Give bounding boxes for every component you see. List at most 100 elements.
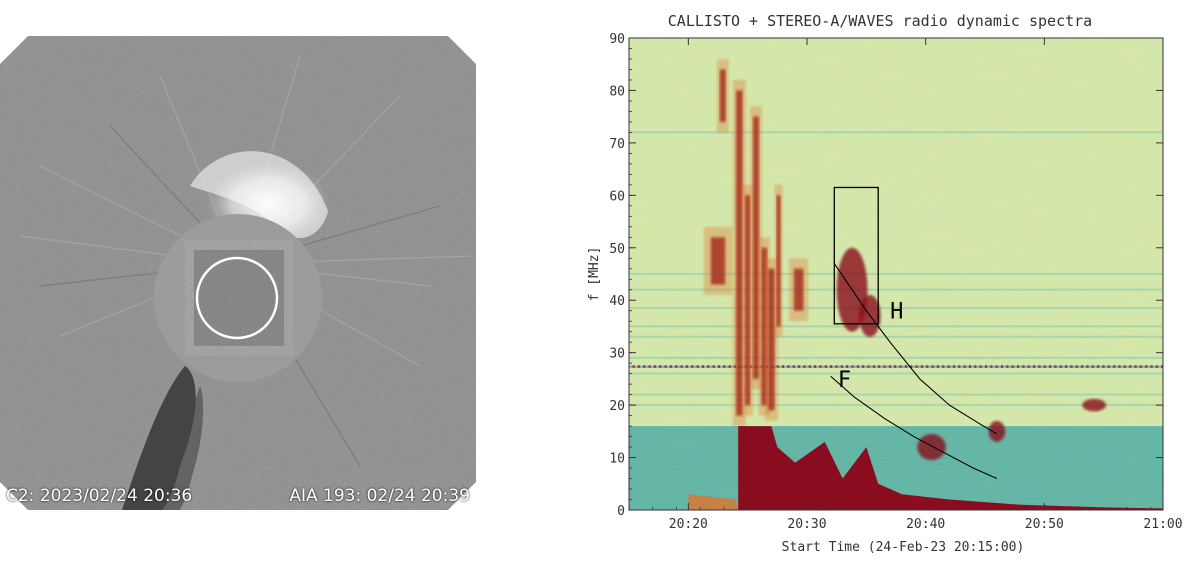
rfi-dot xyxy=(846,365,849,368)
rfi-dot xyxy=(803,365,806,368)
y-tick-label: 60 xyxy=(609,189,625,204)
rfi-dot xyxy=(653,365,656,368)
rfi-dot xyxy=(1011,365,1014,368)
harmonic-label: H xyxy=(890,300,903,325)
rfi-dot xyxy=(1134,365,1137,368)
rfi-dot xyxy=(1022,365,1025,368)
rfi-dot xyxy=(1038,365,1041,368)
solar-limb-circle xyxy=(195,256,279,340)
rfi-dot xyxy=(675,365,678,368)
x-tick-label: 21:00 xyxy=(1143,517,1182,532)
rfi-dot xyxy=(931,365,934,368)
interference-stripe xyxy=(629,372,1163,375)
coronagraph-graphic xyxy=(0,36,476,510)
rfi-dot xyxy=(685,365,688,368)
rfi-dot xyxy=(1049,365,1052,368)
rfi-dot xyxy=(878,365,881,368)
rfi-dot xyxy=(963,365,966,368)
rfi-dot xyxy=(691,365,694,368)
rfi-dot xyxy=(851,365,854,368)
x-tick-label: 20:20 xyxy=(669,517,708,532)
rfi-dot xyxy=(856,365,859,368)
rfi-dot xyxy=(883,365,886,368)
rfi-dot xyxy=(840,365,843,368)
rfi-dot xyxy=(958,365,961,368)
rfi-dot xyxy=(1123,365,1126,368)
x-axis-label: Start Time (24-Feb-23 20:15:00) xyxy=(782,540,1025,555)
rfi-dot xyxy=(985,365,987,368)
x-tick-label: 20:30 xyxy=(787,517,826,532)
rfi-dot xyxy=(1161,365,1163,368)
fundamental-label: F xyxy=(838,368,851,393)
rfi-dot xyxy=(696,365,699,368)
rfi-dot xyxy=(819,365,822,368)
type-ii-emission xyxy=(917,433,946,461)
rfi-dot xyxy=(728,365,731,368)
y-tick-label: 50 xyxy=(609,242,625,257)
rfi-dot xyxy=(894,365,897,368)
rfi-dot xyxy=(990,365,993,368)
rfi-dot xyxy=(1059,365,1062,368)
rfi-dot xyxy=(680,365,683,368)
y-tick-label: 30 xyxy=(609,347,625,362)
rfi-dot xyxy=(1070,365,1073,368)
rfi-dot xyxy=(974,365,977,368)
y-tick-label: 90 xyxy=(609,32,625,47)
x-tick-label: 20:40 xyxy=(906,517,945,532)
rfi-dot xyxy=(920,365,923,368)
rfi-dot xyxy=(814,365,817,368)
rfi-dot xyxy=(1033,365,1036,368)
spectrum-axes: H F 0 10 20 30 40 50 60 70 80 90 20:20 20:30 20:40 20:5… xyxy=(609,32,1182,532)
rfi-dot xyxy=(787,365,790,368)
rfi-dot xyxy=(1001,365,1004,368)
chart-title: CALLISTO + STEREO-A/WAVES radio dynamic … xyxy=(668,12,1092,30)
rfi-dot xyxy=(1139,365,1142,368)
rfi-dot xyxy=(910,365,913,368)
rfi-dot xyxy=(1113,365,1116,368)
rfi-dot xyxy=(824,365,827,368)
type-ii-emission xyxy=(988,420,1006,442)
rfi-dot xyxy=(835,365,838,368)
rfi-dot xyxy=(648,365,651,368)
y-tick-label: 40 xyxy=(609,294,625,309)
rfi-dot xyxy=(862,365,865,368)
rfi-dot xyxy=(872,365,875,368)
interference-stripe xyxy=(629,325,1163,328)
rfi-dot xyxy=(942,365,945,368)
interference-stripe xyxy=(629,393,1163,396)
fundamental-fit-curve xyxy=(830,375,998,480)
rfi-dot xyxy=(1155,365,1158,368)
rfi-dot xyxy=(979,365,982,368)
rfi-dot xyxy=(1091,365,1094,368)
rfi-dot xyxy=(1017,365,1020,368)
rfi-dot xyxy=(926,365,929,368)
lf-burst-region xyxy=(738,426,1163,510)
rfi-dot xyxy=(1097,365,1100,368)
rfi-dot xyxy=(1043,365,1046,368)
aia-timestamp-label: AIA 193: 02/24 20:39 xyxy=(289,486,470,506)
y-tick-label: 10 xyxy=(609,452,625,467)
rfi-dot xyxy=(798,365,801,368)
interference-stripe xyxy=(629,131,1163,134)
rfi-dot xyxy=(830,365,833,368)
rfi-dot xyxy=(888,365,891,368)
coronagraph-image: C2: 2023/02/24 20:36 AIA 193: 02/24 20:3… xyxy=(0,36,476,510)
rfi-dot xyxy=(782,365,785,368)
rfi-dot xyxy=(899,365,902,368)
type-ii-emission xyxy=(1082,398,1107,412)
rfi-dot xyxy=(968,365,971,368)
rfi-dot xyxy=(947,365,950,368)
rfi-dot xyxy=(632,365,635,368)
rfi-dot xyxy=(1086,365,1089,368)
y-tick-label: 20 xyxy=(609,399,625,414)
rfi-dot xyxy=(936,365,939,368)
interference-stripe xyxy=(629,288,1163,291)
rfi-dot xyxy=(664,365,667,368)
rfi-dot xyxy=(1065,365,1068,368)
rfi-dot xyxy=(637,365,640,368)
interference-stripe xyxy=(629,335,1163,338)
rfi-dot xyxy=(1054,365,1057,368)
rfi-dot xyxy=(1006,365,1009,368)
rfi-dot xyxy=(1102,365,1105,368)
rfi-dot xyxy=(1129,365,1132,368)
